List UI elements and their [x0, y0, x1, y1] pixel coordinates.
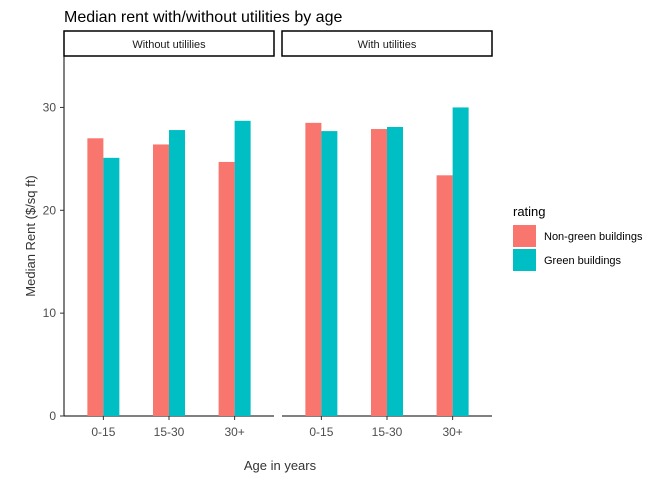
x-tick-label-with-utilities-0-15: 0-15 — [309, 425, 333, 439]
x-tick-label-with-utilities-30-: 30+ — [442, 425, 462, 439]
bar-with-utilities-15-30-green-buildings — [387, 126, 403, 416]
legend-title: rating — [513, 204, 546, 219]
legend-swatch-green — [513, 249, 536, 271]
bar-without-utilities-15-30-green-buildings — [169, 130, 185, 417]
strip-label-without-utilities: Without utililies — [132, 39, 206, 51]
bar-without-utilities-15-30-non-green-buildings — [153, 144, 169, 416]
x-axis: 0-15 15-30 30+ 0-15 15-30 30+ — [91, 416, 463, 439]
legend-label-green: Green buildings — [544, 255, 622, 267]
bar-with-utilities-0-15-green-buildings — [321, 131, 338, 417]
bar-without-utilities-0-15-green-buildings — [103, 157, 120, 417]
bar-with-utilities-30--green-buildings — [452, 107, 469, 416]
y-axis-title: Median Rent ($/sq ft) — [23, 175, 38, 296]
x-tick-label-without-utilities-15-30: 15-30 — [154, 425, 185, 439]
y-tick-label-10: 10 — [43, 306, 57, 320]
chart-title: Median rent with/without utilities by ag… — [64, 9, 342, 26]
x-axis-title: Age in years — [244, 458, 317, 473]
legend-swatch-non-green — [513, 225, 536, 247]
legend-label-non-green: Non-green buildings — [544, 231, 643, 243]
x-tick-label-with-utilities-15-30: 15-30 — [372, 425, 403, 439]
bar-with-utilities-15-30-non-green-buildings — [371, 129, 387, 416]
bar-without-utilities-30--green-buildings — [234, 120, 251, 417]
legend: rating Non-green buildings Green buildin… — [513, 204, 643, 271]
bar-with-utilities-30--non-green-buildings — [436, 175, 453, 416]
y-axis: 0 10 20 30 — [43, 56, 65, 423]
y-tick-label-30: 30 — [43, 100, 57, 114]
y-tick-label-0: 0 — [49, 409, 56, 423]
strip-with-utilities — [281, 30, 493, 57]
bar-with-utilities-0-15-non-green-buildings — [305, 122, 322, 416]
bar-without-utilities-30--non-green-buildings — [218, 161, 235, 416]
bar-without-utilities-0-15-non-green-buildings — [87, 138, 104, 417]
strip-label-with-utilities: With utilities — [358, 39, 417, 51]
x-tick-label-without-utilities-0-15: 0-15 — [91, 425, 115, 439]
x-tick-label-without-utilities-30-: 30+ — [224, 425, 244, 439]
panels-group — [64, 107, 492, 417]
y-tick-label-20: 20 — [43, 203, 57, 217]
strip-without-utilities — [63, 30, 275, 57]
